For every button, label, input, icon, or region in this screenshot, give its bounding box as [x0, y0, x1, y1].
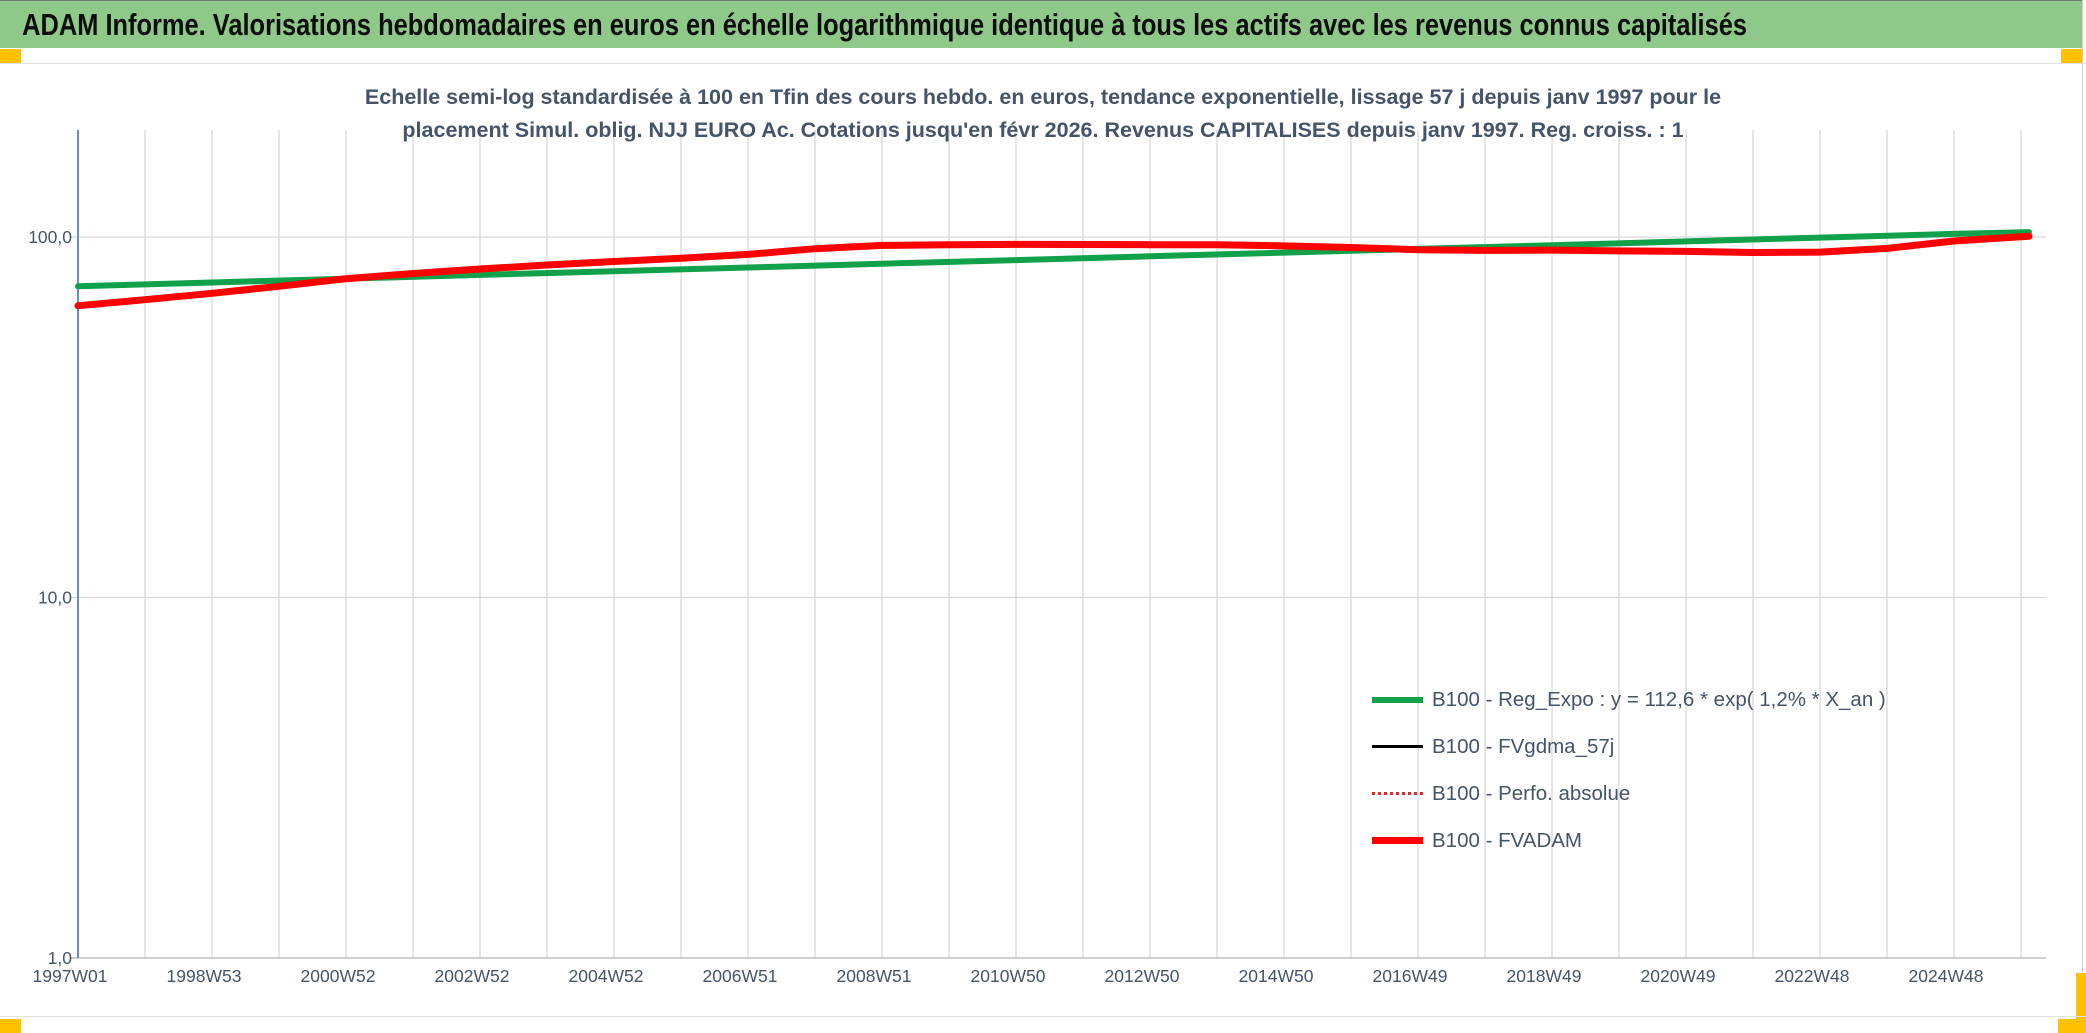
- x-tick-label: 2018W49: [1507, 966, 1582, 986]
- legend-swatch-0: [1372, 696, 1423, 703]
- legend-item-2[interactable]: B100 - Perfo. absolue: [1372, 770, 1886, 817]
- legend-label-1: B100 - FVgdma_57j: [1432, 734, 1615, 758]
- legend-swatch-3: [1372, 837, 1423, 844]
- y-tick-label: 1,0: [48, 948, 73, 968]
- x-tick-label: 2006W51: [703, 966, 778, 986]
- x-tick-label: 2014W50: [1239, 966, 1314, 986]
- legend-swatch-2: [1372, 792, 1423, 795]
- y-axis-labels: 100,0 10,0 1,0: [28, 227, 72, 968]
- x-tick-label: 2002W52: [435, 966, 510, 986]
- x-tick-label: 2012W50: [1105, 966, 1180, 986]
- chart-legend: B100 - Reg_Expo : y = 112,6 * exp( 1,2% …: [1372, 676, 1886, 864]
- x-tick-label: 2020W49: [1641, 966, 1716, 986]
- horizontal-gridlines: [70, 236, 2046, 599]
- legend-label-0: B100 - Reg_Expo : y = 112,6 * exp( 1,2% …: [1432, 687, 1886, 711]
- y-tick-label: 100,0: [28, 227, 72, 247]
- orange-marker-top-left: [0, 49, 21, 63]
- chart-frame-top-line: [0, 63, 2086, 64]
- x-tick-label: 2022W48: [1775, 966, 1850, 986]
- x-tick-label: 2004W52: [569, 966, 644, 986]
- legend-label-2: B100 - Perfo. absolue: [1432, 781, 1631, 805]
- x-tick-label: 2016W49: [1373, 966, 1448, 986]
- x-axis-labels: 1997W01 1998W53 2000W52 2002W52 2004W52 2006W…: [33, 966, 1984, 986]
- x-tick-label: 2010W50: [971, 966, 1046, 986]
- legend-item-3[interactable]: B100 - FVADAM: [1372, 817, 1886, 864]
- y-tick-label: 10,0: [38, 588, 72, 608]
- x-tick-label: 2024W48: [1909, 966, 1984, 986]
- orange-marker-top-right: [2061, 49, 2082, 63]
- orange-marker-bottom-left: [0, 1019, 21, 1033]
- legend-label-3: B100 - FVADAM: [1432, 828, 1582, 852]
- series-line-3[interactable]: [74, 232, 2033, 310]
- x-tick-label: 1997W01: [33, 966, 108, 986]
- x-tick-label: 2000W52: [301, 966, 376, 986]
- orange-marker-right-strip: [2076, 973, 2086, 1033]
- x-tick-label: 2008W51: [837, 966, 912, 986]
- header-title: ADAM Informe. Valorisations hebdomadaire…: [22, 6, 1748, 42]
- legend-item-0[interactable]: B100 - Reg_Expo : y = 112,6 * exp( 1,2% …: [1372, 676, 1886, 723]
- legend-swatch-1: [1372, 745, 1423, 748]
- header-bar: ADAM Informe. Valorisations hebdomadaire…: [0, 0, 2082, 48]
- chart-frame-right-line: [2082, 0, 2083, 975]
- x-tick-label: 1998W53: [167, 966, 242, 986]
- chart-frame-bottom-line: [0, 1016, 2086, 1017]
- legend-item-1[interactable]: B100 - FVgdma_57j: [1372, 723, 1886, 770]
